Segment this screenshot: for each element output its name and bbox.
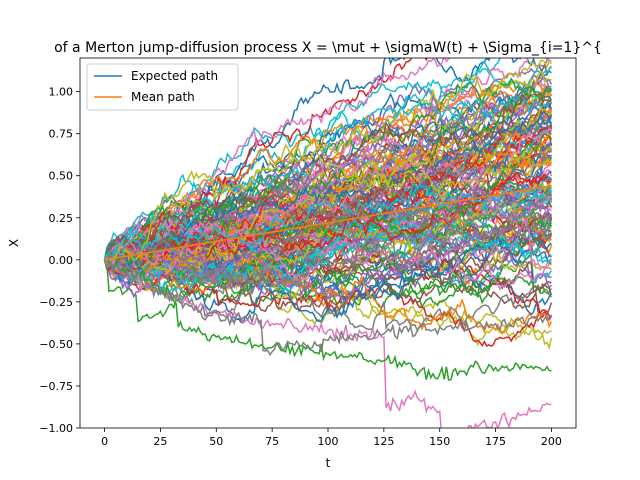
sample-path <box>103 220 552 291</box>
sample-path <box>103 176 552 261</box>
series-layer <box>103 58 553 428</box>
sample-path <box>104 155 552 296</box>
y-tick-label: −0.25 <box>39 296 73 309</box>
highlighted-sample-path <box>103 259 552 357</box>
x-axis: 0 25 50 75 100 125 150 175 200 <box>101 428 562 448</box>
sample-path <box>104 188 552 305</box>
y-tick-label: −1.00 <box>39 422 73 435</box>
sample-path <box>103 58 451 267</box>
sample-path <box>103 58 521 260</box>
legend-label-expected-path: Expected path <box>131 69 218 83</box>
x-tick-label: 0 <box>101 435 108 448</box>
sample-path <box>104 171 552 263</box>
highlighted-sample-path <box>103 258 552 381</box>
highlighted-sample-path <box>104 256 552 428</box>
sample-path <box>103 101 553 265</box>
y-tick-label: 0.75 <box>49 128 74 141</box>
x-tick-label: 150 <box>429 435 450 448</box>
chart-title: of a Merton jump-diffusion process X = \… <box>54 40 602 56</box>
x-axis-label: t <box>326 456 331 470</box>
x-tick-label: 75 <box>265 435 279 448</box>
x-tick-label: 50 <box>209 435 223 448</box>
sample-path <box>103 211 552 299</box>
y-tick-label: 0.00 <box>49 254 74 267</box>
sample-path <box>104 157 552 294</box>
sample-path <box>104 149 552 262</box>
sample-path <box>103 246 552 299</box>
x-tick-label: 125 <box>373 435 394 448</box>
x-tick-label: 200 <box>541 435 562 448</box>
sample-path <box>104 190 553 286</box>
y-tick-label: −0.75 <box>39 380 73 393</box>
sample-path <box>103 221 553 283</box>
sample-path <box>103 159 552 278</box>
y-tick-label: 0.50 <box>49 170 74 183</box>
sample-path <box>104 201 552 275</box>
y-tick-label: 1.00 <box>49 86 74 99</box>
legend-label-mean-path: Mean path <box>131 90 195 104</box>
y-axis: −1.00 −0.75 −0.50 −0.25 0.00 0.25 0.50 0.75 1.00 <box>39 86 80 435</box>
sample-path <box>104 114 553 268</box>
legend-box <box>86 63 239 111</box>
sample-path <box>104 223 552 275</box>
sample-path <box>103 114 553 261</box>
y-tick-label: 0.25 <box>49 212 74 225</box>
y-tick-label: −0.50 <box>39 338 73 351</box>
mean-path-line <box>104 185 552 261</box>
sample-path <box>104 58 552 261</box>
x-tick-label: 100 <box>318 435 339 448</box>
x-tick-label: 175 <box>485 435 506 448</box>
sample-path <box>104 93 552 261</box>
sample-path <box>103 92 552 261</box>
legend: Expected path Mean path <box>86 63 239 111</box>
x-tick-label: 25 <box>153 435 167 448</box>
y-axis-label: X <box>7 239 21 247</box>
